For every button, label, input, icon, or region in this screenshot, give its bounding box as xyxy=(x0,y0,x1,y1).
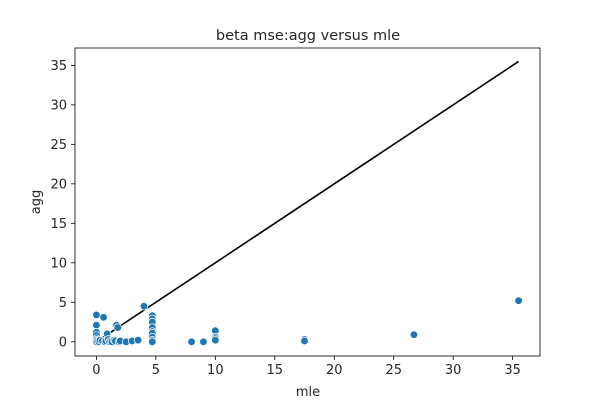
chart-title: beta mse:agg versus mle xyxy=(216,28,400,44)
x-tick-label: 20 xyxy=(326,363,343,378)
x-tick-label: 0 xyxy=(92,363,100,378)
y-tick-label: 15 xyxy=(50,217,67,232)
data-point xyxy=(139,302,149,311)
data-point xyxy=(187,337,196,346)
y-tick-label: 0 xyxy=(59,335,67,350)
data-points xyxy=(92,296,523,346)
x-axis-ticks: 0 5 10 15 20 25 30 35 xyxy=(92,356,521,378)
data-point xyxy=(92,310,101,320)
data-point xyxy=(133,336,143,345)
y-tick-label: 5 xyxy=(59,296,67,311)
data-point xyxy=(92,321,101,330)
data-point xyxy=(199,337,208,346)
x-tick-label: 5 xyxy=(152,363,160,378)
y-tick-label: 25 xyxy=(50,138,67,153)
y-tick-label: 30 xyxy=(50,98,67,113)
y-tick-label: 20 xyxy=(50,177,67,192)
x-tick-label: 15 xyxy=(267,363,284,378)
y-tick-label: 35 xyxy=(50,59,67,74)
x-tick-label: 30 xyxy=(445,363,462,378)
y-axis-label: agg xyxy=(29,190,44,214)
x-tick-label: 35 xyxy=(504,363,521,378)
data-point xyxy=(113,323,122,332)
data-point xyxy=(99,313,108,322)
data-point xyxy=(409,330,419,339)
data-point xyxy=(148,337,157,346)
x-tick-label: 25 xyxy=(385,363,402,378)
data-point xyxy=(300,336,309,346)
reference-line xyxy=(95,60,520,343)
reference-line-group xyxy=(95,60,520,343)
y-tick-label: 10 xyxy=(50,256,67,271)
data-point xyxy=(211,336,220,345)
x-axis-label: mle xyxy=(296,385,320,400)
y-axis-ticks: 0 5 10 15 20 25 30 35 xyxy=(50,59,75,350)
data-point xyxy=(514,296,523,305)
x-tick-label: 10 xyxy=(207,363,224,378)
plot-frame xyxy=(74,47,541,357)
